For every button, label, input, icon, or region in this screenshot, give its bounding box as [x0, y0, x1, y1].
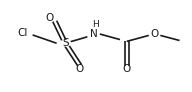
- Text: Cl: Cl: [17, 28, 27, 38]
- Text: H: H: [92, 20, 99, 29]
- Ellipse shape: [11, 29, 33, 36]
- Ellipse shape: [59, 40, 71, 47]
- Text: N: N: [90, 29, 98, 39]
- Text: O: O: [76, 64, 84, 74]
- Text: O: O: [123, 64, 131, 74]
- Text: O: O: [46, 13, 54, 23]
- Ellipse shape: [45, 15, 55, 22]
- Text: S: S: [62, 38, 69, 48]
- Ellipse shape: [91, 22, 100, 28]
- Ellipse shape: [88, 30, 99, 37]
- Text: O: O: [151, 29, 159, 39]
- Ellipse shape: [149, 30, 160, 37]
- Ellipse shape: [121, 66, 132, 73]
- Ellipse shape: [74, 66, 85, 73]
